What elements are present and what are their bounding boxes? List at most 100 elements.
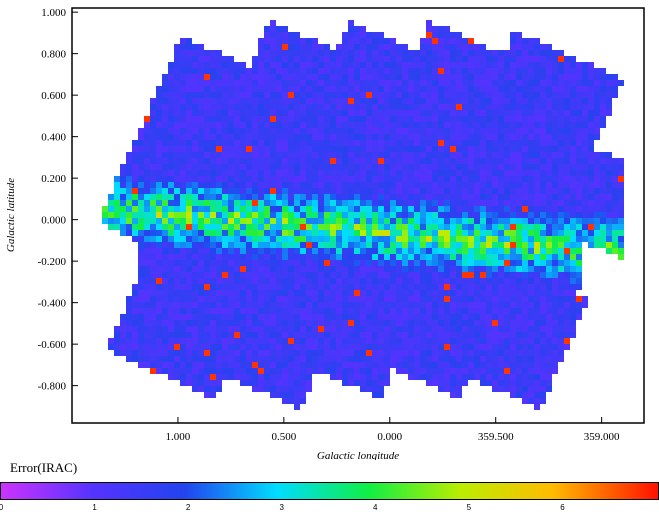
heatmap-cell (498, 248, 504, 254)
heatmap-cell (552, 326, 558, 332)
heatmap-cell (264, 200, 270, 206)
heatmap-cell (468, 284, 474, 290)
heatmap-cell (192, 206, 198, 212)
heatmap-cell (378, 56, 384, 62)
heatmap-cell (372, 344, 378, 350)
heatmap-cell (522, 38, 528, 44)
heatmap-cell (402, 212, 408, 218)
heatmap-cell (498, 194, 504, 200)
heatmap-cell (474, 368, 480, 374)
heatmap-cell (510, 152, 516, 158)
heatmap-cell (144, 254, 150, 260)
heatmap-cell (378, 194, 384, 200)
heatmap-cell (384, 152, 390, 158)
heatmap-cell (222, 194, 228, 200)
heatmap-cell (252, 266, 258, 272)
heatmap-cell (246, 368, 252, 374)
heatmap-cell (324, 224, 330, 230)
heatmap-cell (480, 284, 486, 290)
heatmap-cell (588, 158, 594, 164)
heatmap-cell (444, 380, 450, 386)
heatmap-cell (270, 248, 276, 254)
heatmap-cell (426, 74, 432, 80)
heatmap-cell (462, 170, 468, 176)
heatmap-cell (258, 128, 264, 134)
heatmap-cell (336, 50, 342, 56)
heatmap-cell (306, 260, 312, 266)
heatmap-cell (606, 242, 612, 248)
heatmap-cell (156, 116, 162, 122)
heatmap-cell (456, 296, 462, 302)
heatmap-cell (276, 392, 282, 398)
heatmap-cell (288, 362, 294, 368)
heatmap-cell (198, 68, 204, 74)
heatmap-cell (276, 224, 282, 230)
heatmap-cell (420, 302, 426, 308)
heatmap-cell (300, 368, 306, 374)
heatmap-cell (150, 320, 156, 326)
heatmap-cell (138, 308, 144, 314)
heatmap-cell (342, 122, 348, 128)
heatmap-cell (366, 320, 372, 326)
heatmap-cell (258, 248, 264, 254)
heatmap-cell (168, 110, 174, 116)
heatmap-cell (558, 170, 564, 176)
heatmap-cell (462, 332, 468, 338)
heatmap-cell (492, 302, 498, 308)
heatmap-cell (402, 116, 408, 122)
heatmap-cell (150, 152, 156, 158)
heatmap-cell (150, 212, 156, 218)
heatmap-cell (318, 146, 324, 152)
heatmap-cell (462, 116, 468, 122)
heatmap-cell (408, 350, 414, 356)
heatmap-cell (258, 68, 264, 74)
heatmap-cell (246, 242, 252, 248)
heatmap-cell (480, 218, 486, 224)
heatmap-cell (312, 284, 318, 290)
heatmap-cell (456, 32, 462, 38)
heatmap-cell (330, 92, 336, 98)
heatmap-cell (156, 140, 162, 146)
heatmap-cell (576, 284, 582, 290)
heatmap-cell (438, 92, 444, 98)
heatmap-cell (486, 122, 492, 128)
heatmap-cell (276, 68, 282, 74)
heatmap-cell (480, 314, 486, 320)
heatmap-cell (366, 158, 372, 164)
heatmap-cell (372, 176, 378, 182)
heatmap-cell (384, 344, 390, 350)
heatmap-cell (174, 338, 180, 344)
heatmap-cell (564, 92, 570, 98)
heatmap-cell (474, 62, 480, 68)
heatmap-cell (468, 278, 474, 284)
heatmap-cell (276, 98, 282, 104)
heatmap-cell (168, 146, 174, 152)
heatmap-cell (354, 266, 360, 272)
heatmap-cell (180, 128, 186, 134)
heatmap-cell (450, 176, 456, 182)
heatmap-cell (600, 230, 606, 236)
heatmap-cell (270, 62, 276, 68)
heatmap-cell (300, 176, 306, 182)
heatmap-cell (474, 212, 480, 218)
heatmap-cell (396, 314, 402, 320)
heatmap-cell (318, 254, 324, 260)
heatmap-cell (462, 344, 468, 350)
heatmap-cell (528, 80, 534, 86)
heatmap-cell (432, 146, 438, 152)
heatmap-cell (318, 308, 324, 314)
heatmap-cell (318, 248, 324, 254)
heatmap-cell (546, 356, 552, 362)
heatmap-cell (192, 170, 198, 176)
heatmap-cell (516, 62, 522, 68)
heatmap-cell (126, 344, 132, 350)
heatmap-cell (222, 122, 228, 128)
heatmap-cell (288, 308, 294, 314)
heatmap-cell (162, 206, 168, 212)
heatmap-cell (120, 176, 126, 182)
heatmap-cell (258, 338, 264, 344)
heatmap-cell (150, 254, 156, 260)
heatmap-cell (282, 290, 288, 296)
heatmap-cell (282, 224, 288, 230)
heatmap-cell (234, 92, 240, 98)
